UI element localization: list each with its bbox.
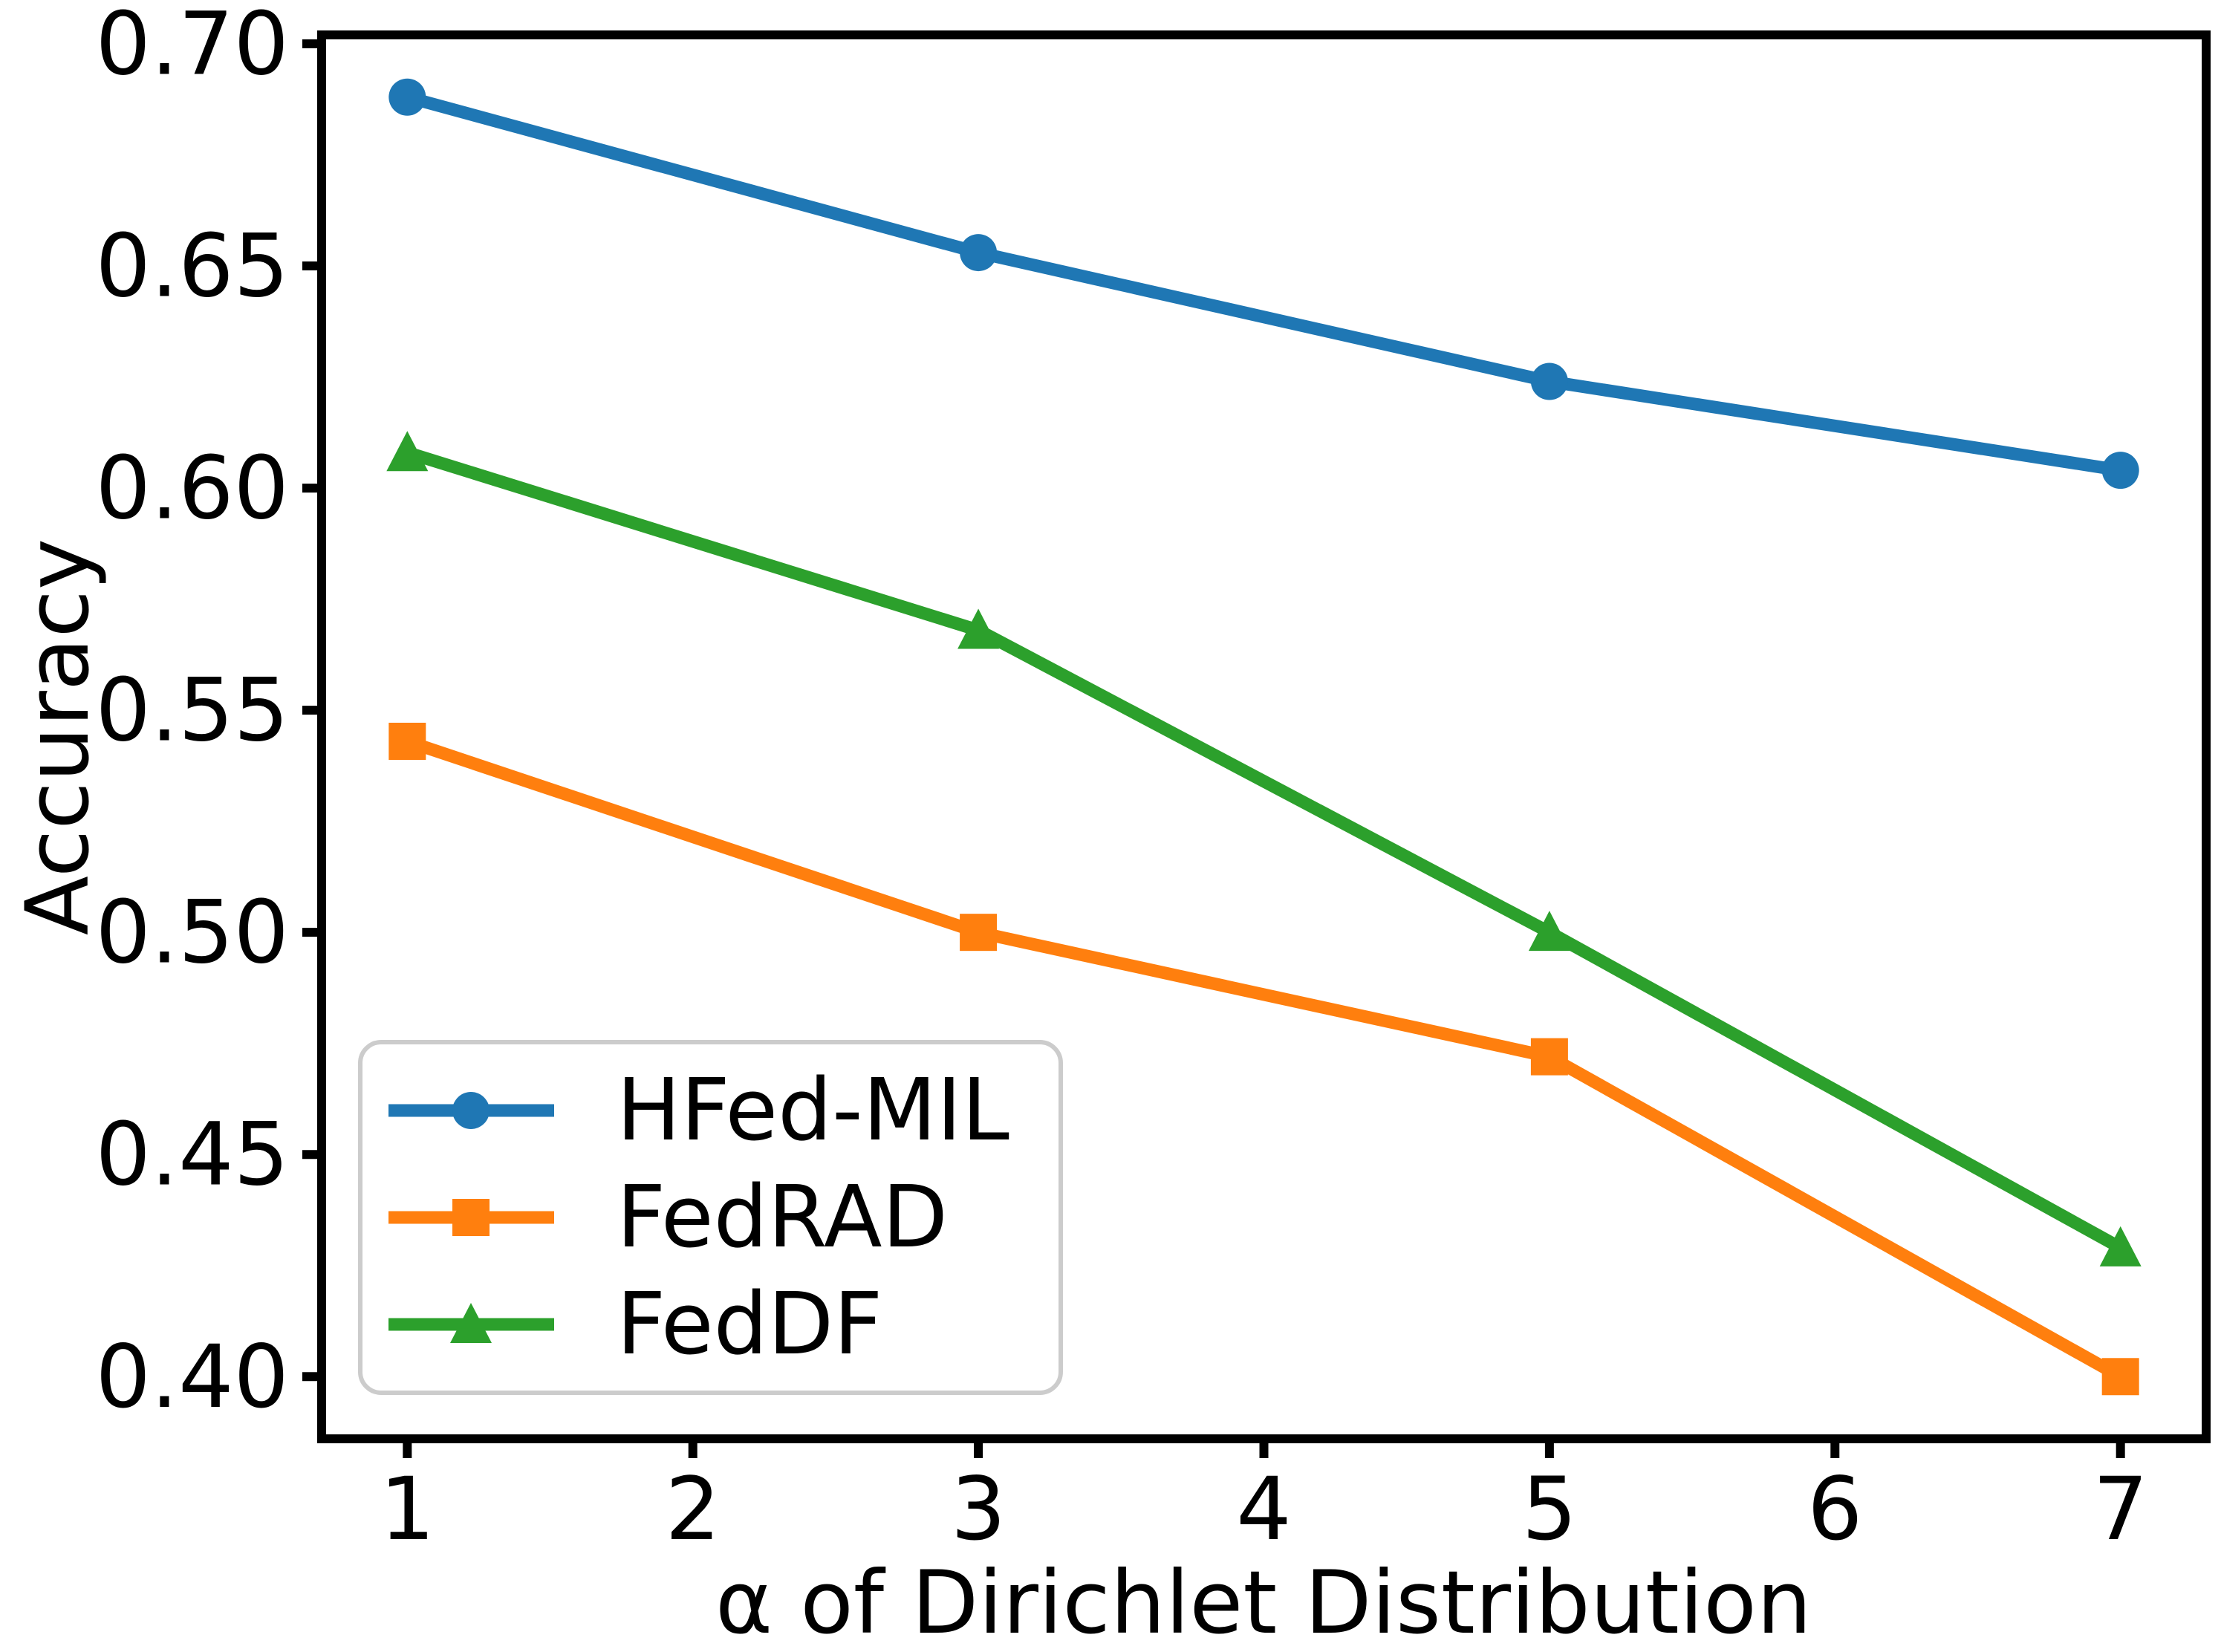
y-tick-label: 0.40 [95,1326,289,1428]
x-tick-label: 7 [2092,1458,2147,1560]
data-point-feddf-x7 [2099,1226,2142,1266]
legend-marker-fedrad [452,1199,490,1236]
x-tick-label: 2 [665,1458,720,1560]
data-point-fedrad-x1 [388,722,426,760]
legend-label-hfed-mil: HFed-MIL [617,1061,1009,1160]
legend-label-feddf: FedDF [617,1275,882,1374]
y-axis-label: Accuracy [7,539,108,935]
legend-label-fedrad: FedRAD [617,1168,948,1267]
data-point-fedrad-x5 [1530,1038,1568,1076]
data-point-feddf-x3 [957,608,1000,649]
data-point-hfed-mil-x3 [960,234,998,272]
data-point-feddf-x1 [386,431,429,472]
series-line-feddf [405,446,2124,1254]
y-tick-label: 0.50 [95,882,289,983]
y-tick-label: 0.55 [95,660,289,761]
y-tick-label: 0.45 [95,1104,289,1206]
data-point-fedrad-x7 [2101,1358,2139,1396]
series-line-fedrad [405,735,2124,1382]
series-line-hfed-mil [406,91,2121,477]
y-tick-label: 0.65 [95,215,289,317]
x-tick-label: 3 [951,1458,1006,1560]
x-tick-label: 6 [1807,1458,1862,1560]
x-axis-label: α of Dirichlet Distribution [715,1552,1812,1652]
y-tick-label: 0.60 [95,438,289,539]
legend-marker-feddf [450,1303,492,1343]
y-tick-label: 0.70 [95,0,289,94]
legend-box [358,1040,1063,1395]
x-tick-label: 4 [1236,1458,1291,1560]
data-point-hfed-mil-x1 [388,78,426,116]
data-point-hfed-mil-x5 [1530,362,1568,400]
legend-marker-hfed-mil [452,1092,490,1129]
data-point-feddf-x5 [1528,911,1570,952]
data-point-fedrad-x3 [960,914,998,952]
x-tick-label: 1 [380,1458,435,1560]
data-point-hfed-mil-x7 [2101,452,2139,490]
x-tick-label: 5 [1522,1458,1577,1560]
